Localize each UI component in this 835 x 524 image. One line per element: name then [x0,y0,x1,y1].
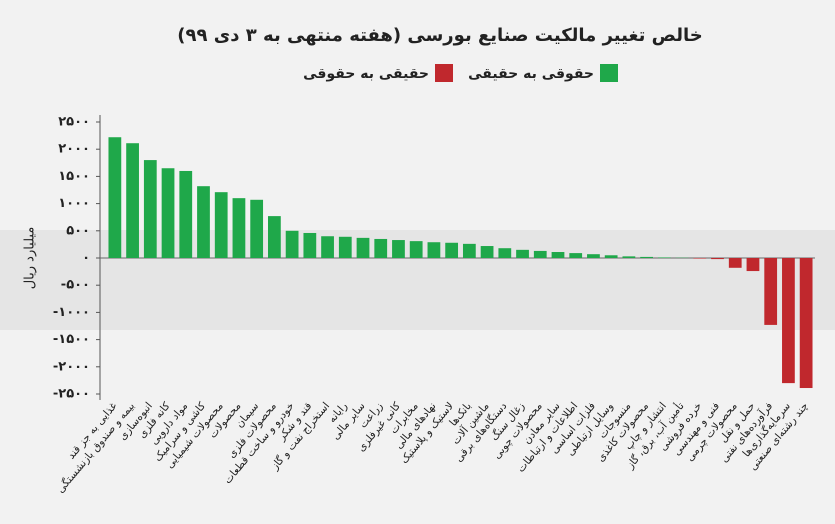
bar [409,241,423,258]
bar [622,256,636,258]
legend-label: حقیقی به حقوقی [303,66,429,82]
bar [764,258,778,325]
y-tick-label: -۲۵۰۰ [53,387,90,402]
y-axis-label: میلیارد ریال [23,227,38,290]
bar [356,237,370,258]
bar [569,253,583,258]
bar [268,216,281,258]
bar [498,248,512,258]
bar [782,258,795,384]
bar [126,143,139,258]
bar [711,258,724,260]
y-tick-label: ۰ [82,251,90,266]
bar [374,238,388,258]
bar [338,236,352,258]
y-tick-label: ۱۰۰۰ [58,196,90,211]
y-tick-label: -۱۵۰۰ [53,332,90,347]
y-tick-label: -۱۰۰۰ [53,305,90,320]
bar [143,160,157,258]
bar [303,232,317,258]
y-tick-label: ۲۵۰۰ [58,115,90,130]
bar [427,242,441,258]
y-tick-label: ۱۵۰۰ [58,169,90,184]
bar [516,249,529,258]
y-tick-label: ۵۰۰ [66,223,90,238]
bar [179,170,193,258]
bar [693,258,707,259]
bar [392,240,405,258]
bar [161,168,175,258]
chart-title: خالص تغییر مالکیت صنایع بورسی (هفته منته… [177,25,702,46]
bar [462,243,476,258]
bar [746,258,760,272]
y-tick-label: ۲۰۰۰ [58,142,90,157]
legend-label: حقوقی به حقیقی [468,66,594,82]
bar [551,252,565,258]
bar [197,186,210,258]
bar [587,254,600,258]
y-tick-label: -۵۰۰ [61,278,90,293]
bar [232,198,246,258]
bar [604,255,618,258]
legend-swatch [600,64,618,82]
bar [445,242,459,258]
bar [321,236,334,258]
bar [657,257,671,258]
legend-swatch [435,64,453,82]
bar [533,250,547,258]
bar [480,246,494,258]
bar [728,258,742,268]
bar [640,256,653,258]
bar [108,137,122,258]
bar [799,258,813,389]
bar [214,192,228,258]
bar [285,230,299,258]
y-tick-label: -۲۰۰۰ [53,359,90,374]
bar [250,199,264,258]
